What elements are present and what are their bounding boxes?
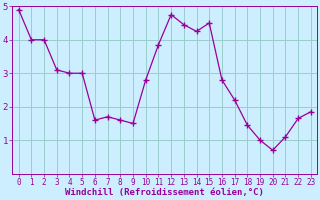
X-axis label: Windchill (Refroidissement éolien,°C): Windchill (Refroidissement éolien,°C) [65, 188, 264, 197]
